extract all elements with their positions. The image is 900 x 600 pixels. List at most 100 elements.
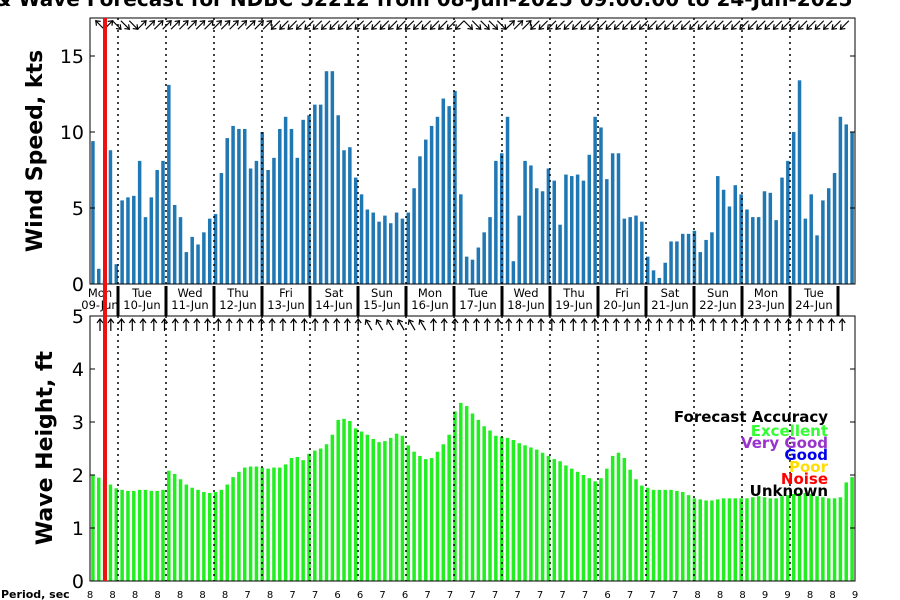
wave-height-bar xyxy=(295,456,300,581)
wind-speed-bar xyxy=(359,194,364,284)
wave-height-bar xyxy=(645,487,650,581)
wind-direction-arrow xyxy=(647,20,657,30)
wind-direction-arrow xyxy=(320,20,331,30)
wind-speed-bar xyxy=(143,217,148,284)
date-label: 15-Jun xyxy=(363,298,400,312)
wind-speed-bar xyxy=(97,268,101,284)
wave-height-bar xyxy=(511,440,516,581)
wave-height-bar xyxy=(610,455,615,581)
wind-speed-bar xyxy=(517,215,521,284)
wind-speed-bar xyxy=(698,252,702,284)
wind-direction-arrow xyxy=(329,20,339,30)
wave-direction-arrow xyxy=(386,318,394,331)
wave-height-bar xyxy=(505,437,510,581)
wind-speed-bar xyxy=(645,256,650,284)
wind-speed-bar xyxy=(207,218,212,284)
wind-direction-arrow xyxy=(822,20,833,30)
wind-speed-bar xyxy=(348,147,352,284)
period-value: 8 xyxy=(199,590,205,600)
wind-speed-bar xyxy=(610,153,615,284)
wind-speed-bar xyxy=(464,256,469,284)
wave-direction-arrow xyxy=(193,318,201,331)
wave-height-bar xyxy=(774,498,778,581)
period-value: 7 xyxy=(469,590,475,600)
wind-speed-bar xyxy=(657,277,662,284)
wind-speed-bar xyxy=(114,264,119,284)
wind-direction-arrow xyxy=(814,20,825,30)
day-of-week-label: Sat xyxy=(325,286,344,300)
wind-speed-bar xyxy=(756,217,761,284)
wind-speed-bar xyxy=(289,128,294,284)
wind-speed-bar xyxy=(237,128,241,284)
wave-height-bar xyxy=(634,479,638,581)
wind-y-ticks: 0 5 10 15 xyxy=(60,46,855,296)
wind-direction-arrow xyxy=(513,20,524,30)
wave-direction-arrow xyxy=(741,318,749,331)
wave-height-bar xyxy=(371,438,375,581)
wave-height-bar xyxy=(184,484,189,581)
wind-speed-bar xyxy=(383,215,387,284)
wave-direction-arrow xyxy=(526,318,534,331)
wind-axes-frame xyxy=(89,17,856,285)
period-value: 8 xyxy=(694,590,700,600)
period-value: 8 xyxy=(222,590,228,600)
wind-direction-arrow xyxy=(714,20,724,30)
wind-direction-arrow xyxy=(262,20,273,30)
wave-direction-arrow xyxy=(785,318,792,331)
wave-height-bar xyxy=(716,499,720,581)
wind-speed-bar xyxy=(634,215,638,284)
wave-direction-arrow xyxy=(290,318,298,331)
wave-direction-arrow xyxy=(300,318,308,331)
date-label: 11-Jun xyxy=(171,298,208,312)
wave-direction-arrow xyxy=(139,318,147,331)
wind-speed-bar xyxy=(196,244,200,284)
wave-height-bar xyxy=(137,489,142,581)
wind-speed-bar xyxy=(435,116,440,284)
wave-height-bar xyxy=(628,469,632,581)
wave-direction-arrow xyxy=(161,318,168,331)
wave-height-bar xyxy=(441,444,446,581)
wave-height-bar xyxy=(745,498,749,581)
period-value: 7 xyxy=(424,590,430,600)
wave-direction-arrow xyxy=(806,318,814,331)
period-value: 7 xyxy=(672,590,678,600)
wind-speed-bar xyxy=(838,116,843,284)
wave-height-bar xyxy=(482,426,486,581)
wind-speed-bar xyxy=(243,128,247,284)
day-of-week-label: Sun xyxy=(707,286,729,300)
wave-direction-arrow xyxy=(107,318,115,331)
day-of-week-label: Thu xyxy=(226,286,249,300)
wind-direction-arrow xyxy=(295,20,306,30)
date-label: 22-Jun xyxy=(699,298,736,312)
wind-direction-arrow xyxy=(697,20,708,30)
period-value: 8 xyxy=(87,590,93,600)
wind-bars xyxy=(91,71,854,285)
wind-direction-arrow xyxy=(170,20,181,30)
wave-day-dividers xyxy=(117,316,791,581)
wave-height-bar xyxy=(178,479,183,581)
wave-height-bar xyxy=(301,460,305,581)
wind-speed-bar xyxy=(605,179,609,284)
wave-height-bar xyxy=(406,445,411,581)
wind-direction-arrow xyxy=(412,20,423,30)
period-value: 8 xyxy=(177,590,183,600)
wind-direction-arrow xyxy=(270,20,281,30)
wind-speed-bar xyxy=(768,192,773,284)
wave-height-bar xyxy=(640,485,644,581)
wind-speed-bar xyxy=(628,217,632,284)
wind-speed-bar xyxy=(482,232,486,284)
wind-direction-arrow xyxy=(145,20,156,30)
wave-y-ticks: 0 1 2 3 4 5 xyxy=(72,306,855,593)
wind-speed-bar xyxy=(832,173,837,284)
wind-speed-bar xyxy=(470,259,475,284)
wind-direction-arrow xyxy=(488,20,499,30)
wave-direction-arrow xyxy=(602,318,610,331)
period-value: 7 xyxy=(289,590,295,600)
wind-direction-arrow xyxy=(137,20,147,30)
wind-speed-bar xyxy=(377,221,381,284)
day-label-strip: Mon09-JunTue10-JunWed11-JunThu12-JunFri1… xyxy=(81,286,855,316)
wind-direction-arrow xyxy=(530,20,540,30)
wind-speed-bar xyxy=(727,206,732,284)
wind-direction-arrow xyxy=(571,20,582,30)
wave-direction-arrow xyxy=(150,318,158,331)
